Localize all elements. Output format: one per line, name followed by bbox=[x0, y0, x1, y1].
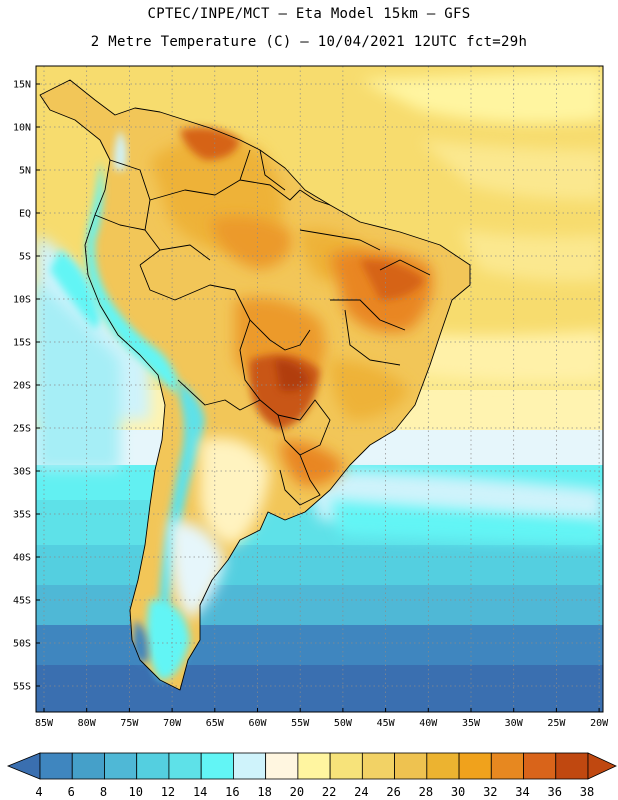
longitude-label: 70W bbox=[163, 718, 182, 729]
colorbar-segment bbox=[394, 752, 428, 780]
colorbar-label: 4 bbox=[35, 785, 42, 799]
latitude-label: 55S bbox=[13, 682, 31, 693]
colorbar-label: 6 bbox=[68, 785, 75, 799]
longitude-labels: 85W 80W 75W 70W 65W 60W 55W 50W 45W 40W 35W 30W 25W 2… bbox=[35, 708, 609, 729]
colorbar-label: 38 bbox=[580, 785, 594, 799]
map-title: CPTEC/INPE/MCT – Eta Model 15km – GFS bbox=[147, 6, 471, 22]
colorbar-label: 12 bbox=[161, 785, 175, 799]
latitude-label: EQ bbox=[19, 209, 31, 220]
longitude-label: 45W bbox=[377, 718, 396, 729]
colorbar-label: 26 bbox=[386, 785, 400, 799]
latitude-labels: 15N 10N 5N EQ 5S 10S 15S 20S 25S 30S 35S 40S 45S 50S 5… bbox=[13, 80, 40, 693]
country-borders bbox=[39, 79, 471, 691]
longitude-label: 65W bbox=[206, 718, 225, 729]
colorbar-label: 18 bbox=[257, 785, 271, 799]
colorbar-segment bbox=[297, 752, 331, 780]
colorbar-segment bbox=[71, 752, 105, 780]
colorbar-label: 14 bbox=[193, 785, 207, 799]
colorbar-segment bbox=[329, 752, 363, 780]
map-frame bbox=[35, 65, 604, 713]
colorbar-label: 34 bbox=[515, 785, 529, 799]
longitude-label: 40W bbox=[419, 718, 438, 729]
colorbar-segment bbox=[458, 752, 492, 780]
longitude-label: 75W bbox=[120, 718, 139, 729]
longitude-label: 60W bbox=[248, 718, 267, 729]
colorbar-label: 24 bbox=[354, 785, 368, 799]
latitude-label: 30S bbox=[13, 467, 31, 478]
latitude-label: 45S bbox=[13, 596, 31, 607]
latitude-label: 10N bbox=[13, 123, 31, 134]
colorbar-label: 28 bbox=[419, 785, 433, 799]
longitude-label: 85W bbox=[35, 718, 54, 729]
colorbar-label: 20 bbox=[290, 785, 304, 799]
colorbar-segment bbox=[104, 752, 138, 780]
colorbar-label: 32 bbox=[483, 785, 497, 799]
colorbar-segment bbox=[361, 752, 395, 780]
latitude-label: 15S bbox=[13, 338, 31, 349]
latitude-label: 35S bbox=[13, 510, 31, 521]
longitude-label: 20W bbox=[590, 718, 609, 729]
colorbar-label: 16 bbox=[225, 785, 239, 799]
colorbar-segment bbox=[200, 752, 234, 780]
colorbar-segment bbox=[426, 752, 460, 780]
latitude-label: 10S bbox=[13, 295, 31, 306]
colorbar: 4 6 8 10 12 14 16 18 20 22 24 26 28 30 32 34 36 38 bbox=[6, 752, 617, 799]
temperature-field bbox=[36, 66, 603, 712]
map-subtitle: 2 Metre Temperature (C) – 10/04/2021 12U… bbox=[90, 34, 528, 50]
latitude-label: 40S bbox=[13, 553, 31, 564]
colorbar-segment bbox=[233, 752, 267, 780]
graticule bbox=[36, 66, 603, 712]
longitude-label: 30W bbox=[505, 718, 524, 729]
longitude-label: 25W bbox=[547, 718, 566, 729]
colorbar-segment bbox=[39, 752, 73, 780]
colorbar-segment bbox=[523, 752, 557, 780]
longitude-label: 50W bbox=[334, 718, 353, 729]
longitude-label: 55W bbox=[291, 718, 310, 729]
latitude-label: 5N bbox=[19, 166, 31, 177]
colorbar-segment bbox=[168, 752, 202, 780]
latitude-label: 5S bbox=[19, 252, 31, 263]
colorbar-underflow bbox=[6, 752, 41, 780]
colorbar-segment bbox=[265, 752, 299, 780]
colorbar-segment bbox=[490, 752, 524, 780]
colorbar-label: 8 bbox=[100, 785, 107, 799]
latitude-label: 25S bbox=[13, 424, 31, 435]
colorbar-label: 30 bbox=[451, 785, 465, 799]
latitude-label: 20S bbox=[13, 381, 31, 392]
colorbar-label: 10 bbox=[128, 785, 142, 799]
latitude-label: 50S bbox=[13, 639, 31, 650]
colorbar-label: 22 bbox=[322, 785, 336, 799]
longitude-label: 35W bbox=[462, 718, 481, 729]
colorbar-segment bbox=[555, 752, 589, 780]
latitude-label: 15N bbox=[13, 80, 31, 91]
colorbar-overflow bbox=[587, 752, 617, 780]
colorbar-segment bbox=[136, 752, 170, 780]
longitude-label: 80W bbox=[78, 718, 97, 729]
colorbar-label: 36 bbox=[548, 785, 562, 799]
